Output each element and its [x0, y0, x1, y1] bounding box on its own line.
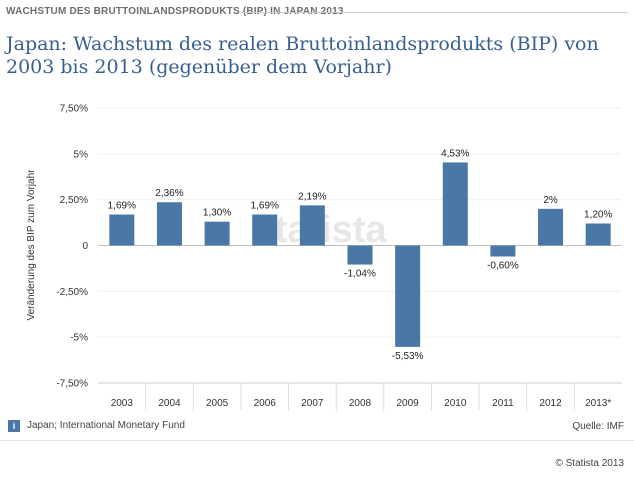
bar: [299, 205, 325, 246]
y-tick-label: 5%: [74, 149, 89, 160]
bar: [204, 221, 230, 246]
x-tick-label: 2003: [111, 398, 134, 409]
y-tick-label: 7,50%: [60, 104, 88, 115]
source-label: Quelle: IMF: [572, 421, 624, 432]
y-tick-label: -7,50%: [56, 379, 88, 390]
x-tick-label: 2005: [206, 398, 229, 409]
bar: [490, 245, 516, 257]
x-tick-label: 2011: [492, 398, 514, 409]
bar: [252, 214, 278, 246]
x-tick-label: 2013*: [585, 398, 611, 409]
y-tick-label: -5%: [70, 333, 88, 344]
data-label: 2,36%: [155, 188, 183, 199]
x-tick-label: 2004: [158, 398, 181, 409]
data-label: -1,04%: [344, 269, 376, 280]
data-label: 1,20%: [584, 210, 612, 221]
info-icon[interactable]: i: [8, 420, 20, 432]
x-tick-label: 2008: [349, 398, 372, 409]
y-tick-label: 2,50%: [60, 195, 88, 206]
chart-title: Japan: Wachstum des realen Bruttoinlands…: [6, 33, 599, 78]
x-tick-label: 2007: [301, 398, 324, 409]
data-label: 2,19%: [298, 191, 326, 202]
header-divider: [241, 12, 628, 13]
data-label: 1,69%: [108, 201, 136, 212]
bar: [109, 214, 135, 246]
data-label: 1,69%: [251, 201, 279, 212]
bar: [442, 162, 468, 246]
copyright: © Statista 2013: [555, 458, 624, 469]
data-label: 2%: [543, 195, 558, 206]
data-label: -5,53%: [392, 351, 424, 362]
bar: [347, 245, 373, 265]
y-axis-label: Veränderung des BIP zum Vorjahr: [26, 169, 37, 321]
x-tick-label: 2010: [444, 398, 467, 409]
footer-divider: [0, 440, 634, 441]
x-tick-label: 2012: [539, 398, 562, 409]
source-note: i Japan; International Monetary Fund: [8, 420, 185, 434]
data-label: 4,53%: [441, 148, 469, 159]
data-label: 1,30%: [203, 208, 231, 219]
x-tick-label: 2006: [254, 398, 277, 409]
y-tick-label: -2,50%: [56, 287, 88, 298]
header-label: WACHSTUM DES BRUTTOINLANDSPRODUKTS (BIP)…: [6, 6, 344, 17]
y-tick-label: 0: [82, 241, 88, 252]
bar: [538, 208, 564, 246]
bar: [156, 202, 182, 246]
data-label: -0,60%: [487, 261, 519, 272]
bar: [395, 245, 421, 347]
source-note-text: Japan; International Monetary Fund: [27, 420, 185, 431]
bar: [585, 223, 611, 246]
header-strip: WACHSTUM DES BRUTTOINLANDSPRODUKTS (BIP)…: [6, 4, 628, 18]
x-tick-label: 2009: [397, 398, 420, 409]
